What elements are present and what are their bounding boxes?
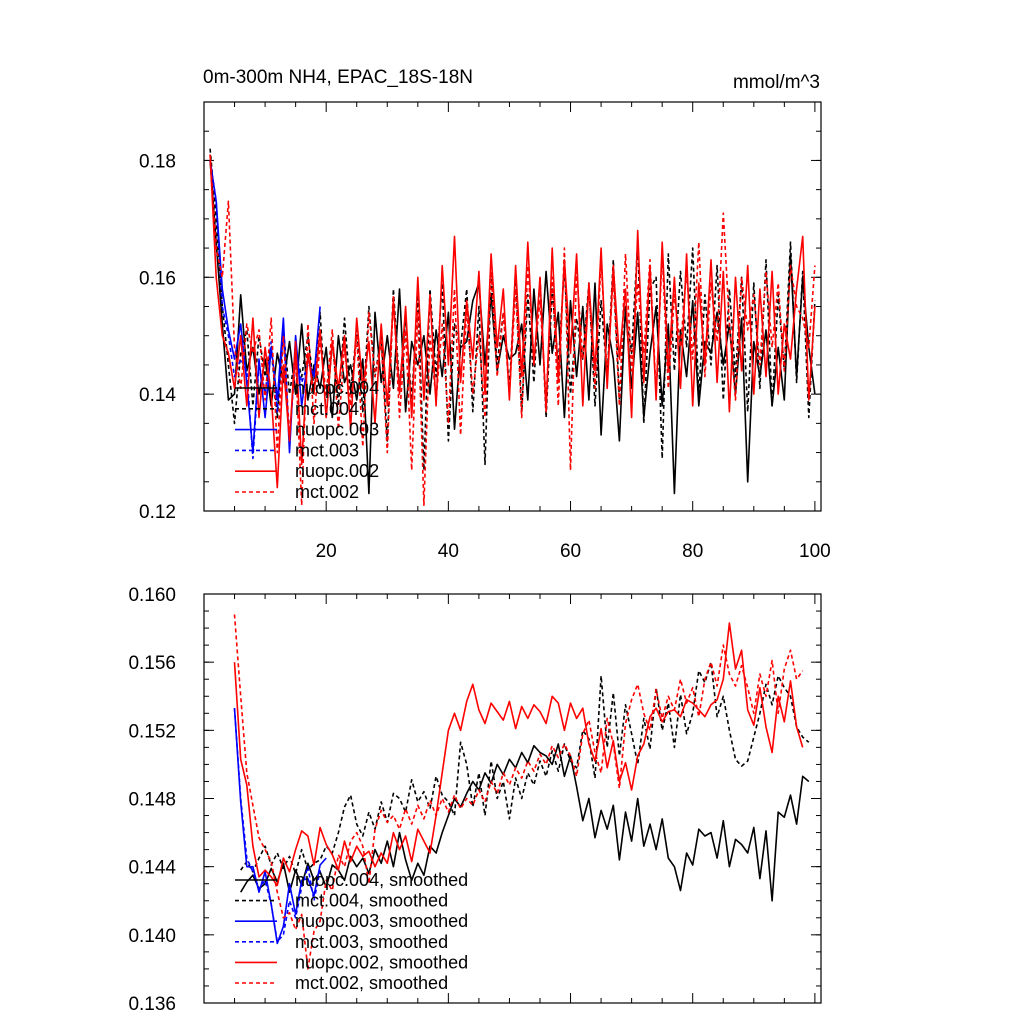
bottom-panel: 0.136 0.140 0.144 0.148 0.152 0.156 0.160 nuopc… (128, 585, 822, 1015)
series-line-mct-002 (209, 154, 816, 507)
series-group (209, 148, 816, 507)
chart-title: 0m-300m NH4, EPAC_18S-18N (203, 67, 473, 88)
y-tick-label: 0.140 (128, 926, 176, 947)
plot-frame (203, 593, 822, 1004)
legend-label: nuopc.003, smoothed (295, 911, 468, 931)
x-tick-label: 40 (438, 541, 459, 562)
x-tick-label: 80 (682, 541, 703, 562)
series-line-nuopc-003 (209, 160, 321, 454)
legend-label: nuopc.004 (295, 378, 379, 398)
plot-frame (203, 101, 822, 512)
y-tick-label: 0.148 (128, 790, 176, 811)
legend-label: mct.003 (295, 440, 359, 460)
legend-label: nuopc.002, smoothed (295, 952, 468, 972)
top-panel: 0m-300m NH4, EPAC_18S-18N mmol/m^3 20 40 6… (139, 67, 831, 562)
y-tick-label: 0.160 (128, 585, 176, 606)
y-tick-label: 0.156 (128, 653, 176, 674)
legend-label: mct.002 (295, 482, 359, 502)
series-group (233, 614, 810, 970)
legend-label: mct.004, smoothed (295, 891, 448, 911)
legend-label: mct.004 (295, 399, 359, 419)
legend-label: nuopc.002 (295, 461, 379, 481)
x-tick-label: 100 (799, 541, 831, 562)
y-tick-label: 0.12 (139, 502, 176, 523)
series-line-mct-002-smoothed (233, 614, 804, 970)
legend-label: nuopc.004, smoothed (295, 870, 468, 890)
series-line-nuopc-004-smoothed (240, 743, 810, 902)
legend-label: mct.002, smoothed (295, 973, 448, 993)
y-tick-label: 0.14 (139, 385, 176, 406)
units-label: mmol/m^3 (733, 72, 820, 93)
x-tick-label: 60 (560, 541, 581, 562)
legend-label: mct.003, smoothed (295, 932, 448, 952)
y-tick-label: 0.18 (139, 151, 176, 172)
y-tick-label: 0.136 (128, 994, 176, 1015)
y-tick-label: 0.144 (128, 858, 176, 879)
series-line-nuopc-003-smoothed (233, 708, 327, 945)
series-line-mct-003-smoothed (233, 708, 321, 943)
y-tick-label: 0.16 (139, 268, 176, 289)
legend-label: nuopc.003 (295, 420, 379, 440)
y-tick-label: 0.152 (128, 721, 176, 742)
series-line-nuopc-002-smoothed (233, 622, 804, 887)
series-line-mct-004-smoothed (240, 661, 810, 875)
x-tick-label: 20 (316, 541, 337, 562)
